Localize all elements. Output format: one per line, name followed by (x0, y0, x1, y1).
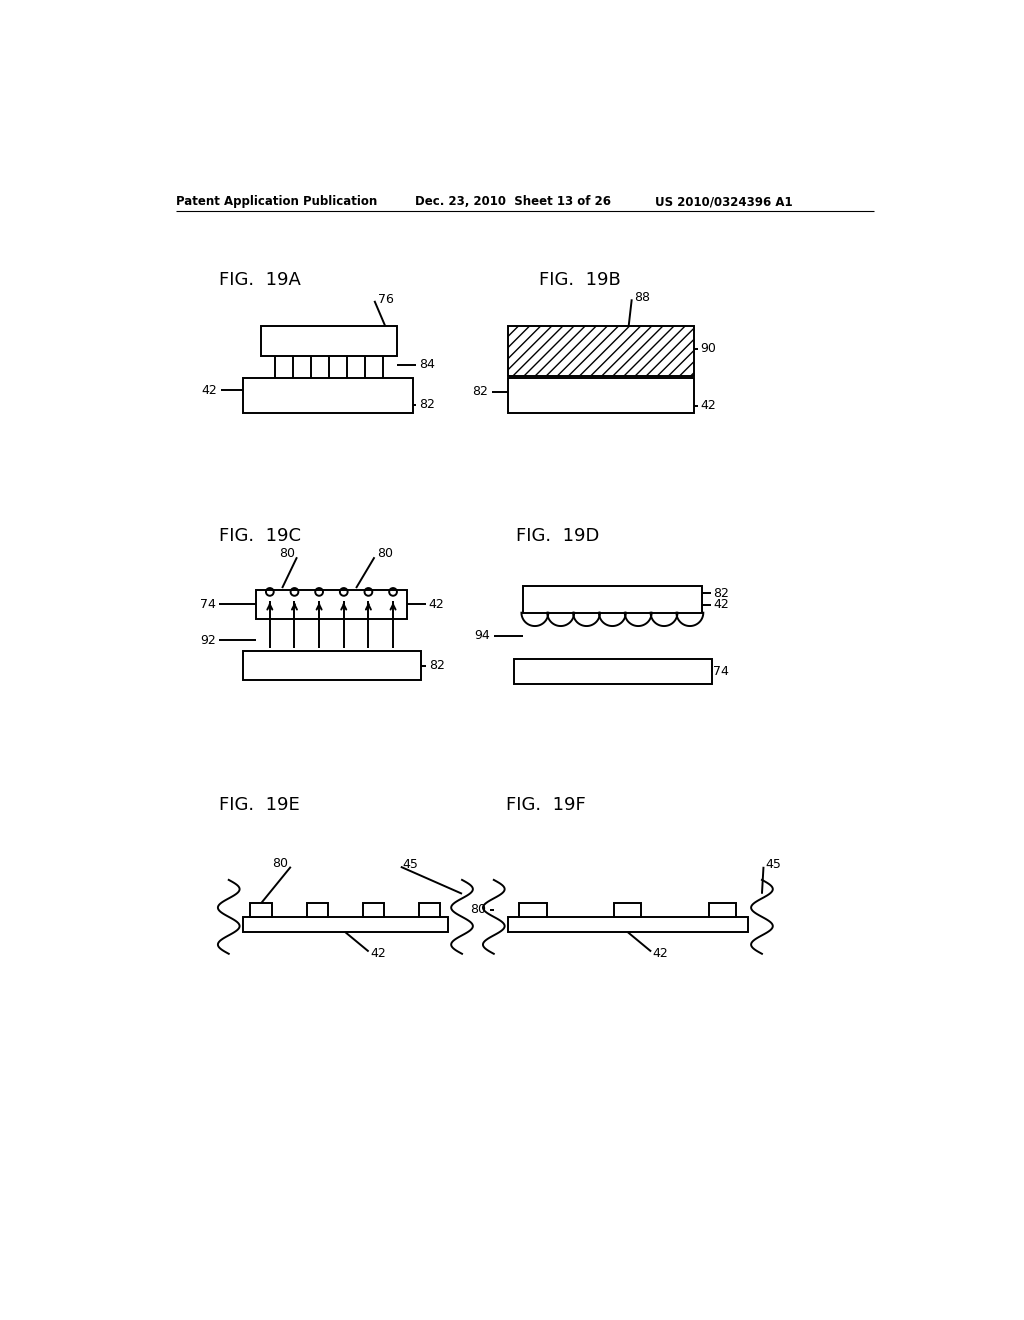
Text: 90: 90 (700, 342, 716, 355)
Text: 76: 76 (378, 293, 393, 306)
Bar (261, 326, 397, 355)
Text: 92: 92 (200, 634, 216, 647)
Bar (243, 378, 414, 412)
Text: Patent Application Publication: Patent Application Publication (176, 195, 377, 209)
Text: 94: 94 (474, 630, 489, 643)
Bar (251, 903, 272, 917)
Bar (243, 917, 449, 932)
Text: 42: 42 (700, 399, 716, 412)
Text: FIG.  19C: FIG. 19C (219, 527, 301, 545)
Text: FIG.  19D: FIG. 19D (515, 527, 599, 545)
Text: FIG.  19F: FIG. 19F (506, 796, 586, 814)
Bar (508, 326, 693, 376)
Text: FIG.  19B: FIG. 19B (539, 271, 621, 289)
Text: 45: 45 (402, 858, 418, 871)
Text: 84: 84 (419, 358, 434, 371)
Bar (362, 903, 384, 917)
Bar (514, 659, 712, 684)
Text: 74: 74 (713, 665, 729, 677)
Text: 80: 80 (271, 857, 288, 870)
Bar (523, 586, 701, 612)
Bar (519, 903, 547, 917)
Text: 80: 80 (377, 546, 393, 560)
Text: 80: 80 (279, 546, 295, 560)
Text: 82: 82 (713, 587, 729, 601)
Text: US 2010/0324396 A1: US 2010/0324396 A1 (655, 195, 793, 209)
Text: 74: 74 (200, 598, 216, 611)
Text: 42: 42 (202, 384, 217, 397)
Text: 82: 82 (472, 385, 488, 399)
Text: 80: 80 (470, 903, 486, 916)
Bar (419, 903, 440, 917)
Bar (256, 590, 407, 619)
Text: 42: 42 (713, 598, 729, 611)
Text: 42: 42 (429, 598, 444, 611)
Bar (243, 651, 421, 681)
Text: 42: 42 (652, 948, 669, 961)
Bar (508, 917, 748, 932)
Bar (614, 903, 641, 917)
Bar (710, 903, 736, 917)
Text: 42: 42 (371, 948, 386, 961)
Bar (508, 378, 693, 412)
Text: Dec. 23, 2010  Sheet 13 of 26: Dec. 23, 2010 Sheet 13 of 26 (415, 195, 610, 209)
Text: 82: 82 (429, 659, 444, 672)
Text: 88: 88 (634, 292, 650, 305)
Text: FIG.  19A: FIG. 19A (219, 271, 301, 289)
Text: 45: 45 (765, 858, 781, 871)
Text: FIG.  19E: FIG. 19E (219, 796, 300, 814)
Bar (306, 903, 329, 917)
Text: 82: 82 (419, 399, 434, 412)
